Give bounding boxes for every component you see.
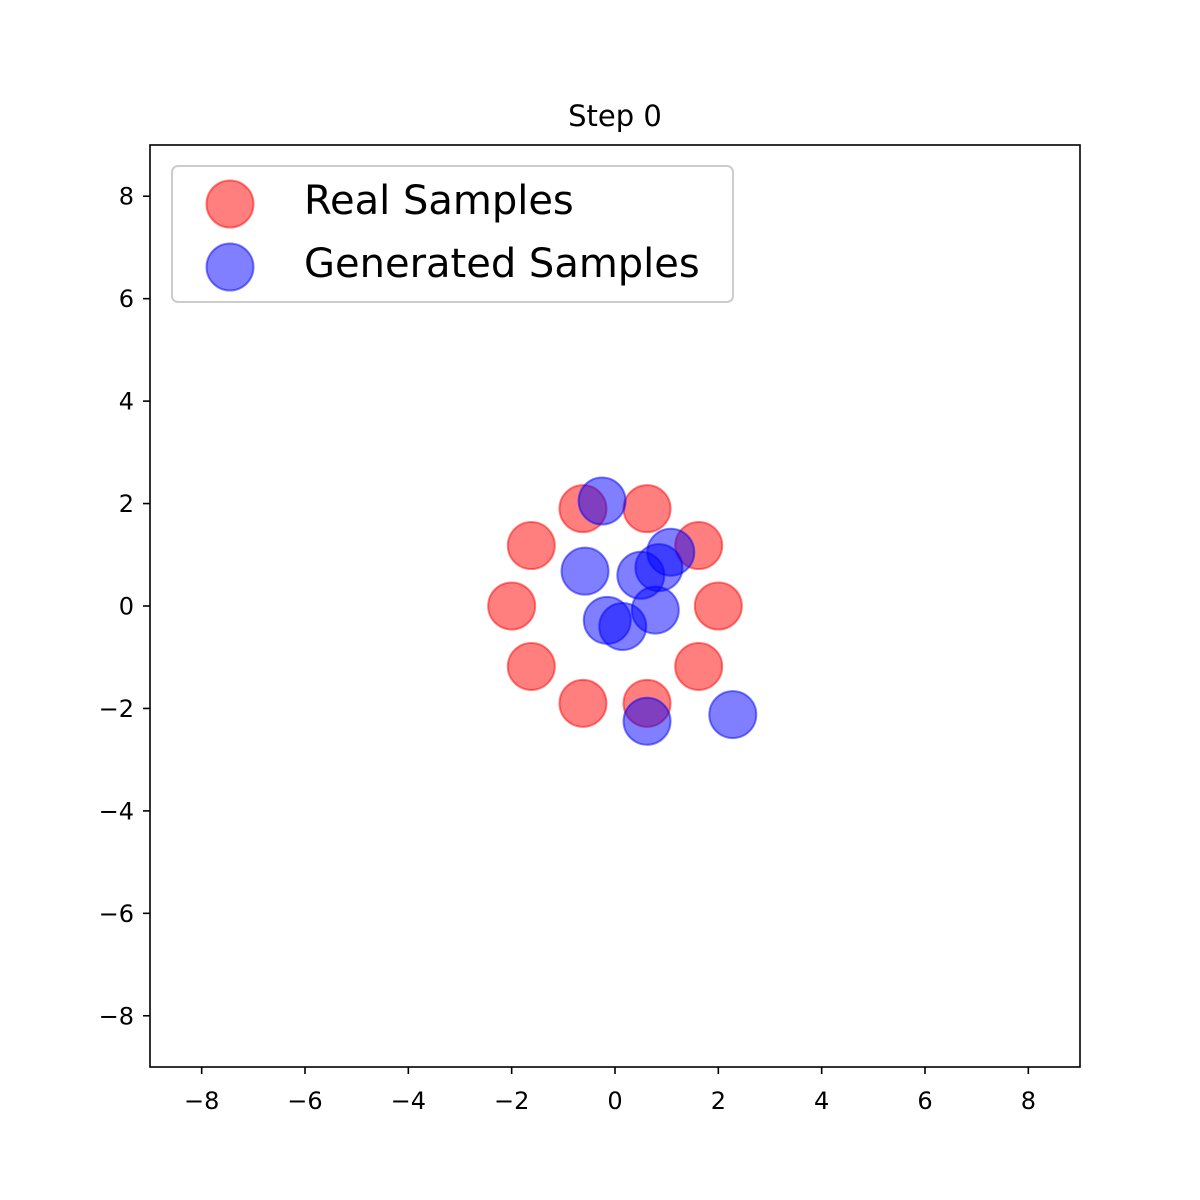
legend-label-real-samples: Real Samples [304, 178, 574, 224]
x-tick-label: 6 [917, 1087, 932, 1115]
x-tick-label: −2 [494, 1087, 529, 1115]
chart-title: Step 0 [568, 99, 662, 133]
x-tick-label: −8 [184, 1087, 219, 1115]
real-sample-point [487, 581, 537, 631]
real-sample-point [558, 678, 608, 728]
data-points [487, 476, 758, 746]
legend-box [171, 165, 734, 303]
legend: Real Samples Generated Samples [171, 165, 734, 303]
real-sample-point [674, 641, 724, 691]
generated-sample-point [622, 696, 672, 746]
legend-marker-real-samples [205, 179, 255, 229]
generated-sample-point [646, 527, 696, 577]
x-tick-label: −4 [391, 1087, 426, 1115]
generated-sample-point [560, 546, 610, 596]
y-tick-label: −8 [99, 1002, 134, 1030]
y-tick-label: −4 [99, 797, 134, 825]
generated-sample-point [577, 476, 627, 526]
x-tick-label: 2 [711, 1087, 726, 1115]
real-sample-point [506, 521, 556, 571]
legend-label-generated-samples: Generated Samples [304, 241, 700, 287]
y-tick-label: 0 [119, 593, 134, 621]
y-tick-label: −2 [99, 695, 134, 723]
real-sample-point [622, 484, 672, 534]
x-tick-label: 0 [607, 1087, 622, 1115]
y-tick-label: 8 [119, 183, 134, 211]
y-tick-label: 4 [119, 388, 134, 416]
generated-sample-point [598, 601, 648, 651]
y-tick-label: 6 [119, 285, 134, 313]
legend-marker-generated-samples [205, 242, 255, 292]
generated-sample-point [708, 690, 758, 740]
x-tick-label: 4 [814, 1087, 829, 1115]
real-sample-point [693, 581, 743, 631]
x-axis-ticks: −8 −6 −4 −2 0 2 4 6 8 [184, 1067, 1036, 1115]
plot-frame [149, 144, 1081, 1068]
real-sample-point [506, 641, 556, 691]
x-tick-label: −6 [287, 1087, 322, 1115]
y-tick-label: 2 [119, 490, 134, 518]
x-tick-label: 8 [1021, 1087, 1036, 1115]
y-tick-label: −6 [99, 900, 134, 928]
y-axis-ticks: −8 −6 −4 −2 0 2 4 6 8 [99, 183, 150, 1030]
